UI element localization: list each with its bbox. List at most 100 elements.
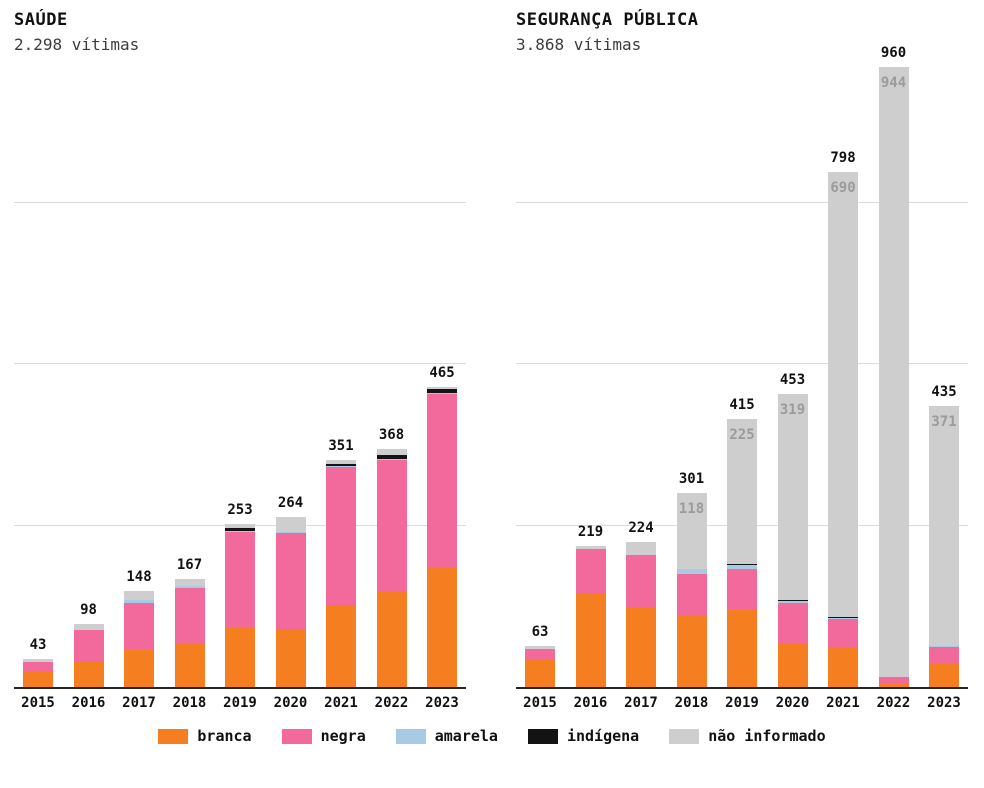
bar-segment-negra [727,569,757,611]
stacked-bar [525,646,555,687]
bar-segment-nao-informado [23,659,53,663]
bar-column-2016: 219 2016 [569,67,613,711]
bar-segment-amarela [73,629,104,631]
chart-title: SEGURANÇA PÚBLICA [516,10,699,30]
legend-item-amarela: amarela [395,727,498,745]
bar-total-label: 435 [931,384,957,401]
legend-label: branca [197,727,252,745]
bar-column-2019: 253 2019 [218,67,262,711]
stacked-bar [878,67,909,687]
bar-segment-branca [727,610,757,687]
bar-segment-negra [878,676,909,685]
legend-item-indigena: indígena [527,727,639,745]
bar-segment-amarela [676,569,707,574]
bar-segment-amarela [828,617,858,620]
chart-panel-seguranca-publica: SEGURANÇA PÚBLICA 3.868 vítimas 63 2015 21… [516,10,968,711]
x-axis-label: 2016 [573,695,608,711]
bar-segment-branca [326,606,356,687]
legend-label: não informado [708,727,826,745]
bar-segment-negra [626,555,656,608]
bar-segment-negra [326,466,356,607]
bar-segment-nao-informado [427,386,457,390]
stacked-bar [73,623,104,687]
bar-segment-branca [676,615,707,687]
bar-column-2019: 415 225 2019 [720,67,764,711]
bar-column-2023: 435 371 2023 [922,67,966,711]
x-axis-label: 2021 [324,695,358,711]
bar-segment-negra [275,532,306,629]
bar-segment-indigena [676,568,707,570]
stacked-bar [326,460,356,687]
bar-segment-negra [777,603,808,645]
bar-total-label: 264 [277,494,304,511]
stacked-bar [225,523,255,687]
bar-segment-negra [525,648,555,660]
bar-segment-nao-informado [878,67,909,677]
x-axis-label: 2023 [927,695,961,711]
bar-segment-branca [777,644,808,687]
bar-column-2015: 63 2015 [518,67,562,711]
bar-segment-amarela [275,532,306,533]
bar-inner-label: 944 [880,75,907,91]
bar-segment-amarela [124,600,154,604]
bar-segment-negra [575,549,606,593]
bar-segment-negra [676,573,707,616]
bar-column-2021: 351 2021 [319,67,363,711]
stacked-bar [376,449,407,687]
bar-segment-branca [225,626,255,687]
stacked-bar [929,406,959,687]
bar-segment-nao-informado [174,579,205,587]
bar-total-label: 453 [779,372,806,389]
stacked-bar [174,579,205,687]
bar-column-2020: 453 319 2020 [771,67,815,711]
stacked-bar [124,591,154,687]
legend-label: negra [320,727,366,745]
x-axis-label: 2022 [374,695,409,711]
legend-label: amarela [434,727,498,745]
gridline [516,363,968,365]
bar-segment-nao-informado [777,394,808,601]
chart-subtitle: 2.298 vítimas [14,35,140,54]
bar-inner-label: 118 [678,500,705,517]
bar-segment-amarela [376,459,407,461]
bar-segment-nao-informado [376,449,407,455]
stacked-bar [427,386,457,687]
bar-segment-indigena [727,564,757,565]
bar-segment-nao-informado [626,542,656,555]
bar-segment-amarela [427,392,457,394]
bar-inner-label: 319 [779,402,806,419]
legend-item-nao-informado: não informado [669,727,826,745]
bar-segment-nao-informado [676,492,707,569]
bar-total-label: 798 [830,149,856,166]
bar-segment-branca [376,591,407,687]
bar-segment-branca [23,670,53,687]
chart-subtitle: 3.868 vítimas [516,35,642,54]
bar-segment-nao-informado [124,591,154,601]
bar-total-label: 301 [678,470,705,487]
bar-segment-branca [174,643,205,687]
legend-swatch-icon [158,728,189,744]
bar-column-2022: 960 944 2022 [872,45,916,711]
x-axis-label: 2020 [775,695,810,711]
stacked-bar [828,171,858,687]
bar-total-label: 63 [531,624,549,641]
bar-total-label: 167 [176,557,203,574]
bar-column-2018: 167 2018 [168,67,212,711]
stacked-bar [575,545,606,687]
bar-inner-label: 225 [729,426,755,443]
gridline [14,201,466,203]
x-axis-label: 2021 [826,695,860,711]
bar-segment-nao-informado [73,623,104,630]
legend-swatch-icon [527,728,558,744]
bar-segment-indigena [376,454,407,460]
bar-segment-amarela [626,554,656,556]
bar-segment-branca [427,567,457,687]
bar-segment-negra [124,603,154,650]
stacked-bar [275,516,306,687]
bar-segment-negra [376,460,407,592]
bar-total-label: 253 [227,501,253,518]
x-axis-label: 2015 [21,695,55,711]
x-axis-label: 2016 [71,695,106,711]
bar-segment-indigena [326,463,356,466]
charts-container: SAÚDE 2.298 vítimas 43 2015 98 2016 148 2017 1… [14,10,968,711]
